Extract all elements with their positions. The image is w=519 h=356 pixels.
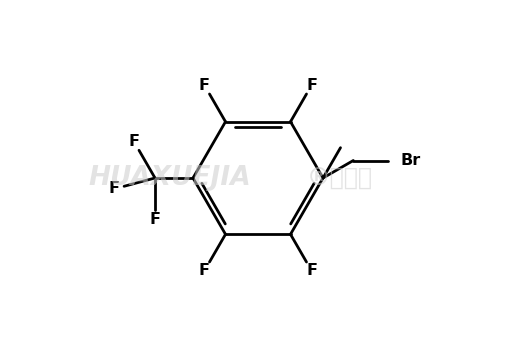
Text: F: F [199,263,210,278]
Text: F: F [199,78,210,93]
Text: F: F [306,78,317,93]
Text: F: F [109,181,120,197]
Text: ®化学加: ®化学加 [307,166,373,190]
Text: F: F [306,263,317,278]
Text: HUAXUEJIA: HUAXUEJIA [89,165,251,191]
Text: Br: Br [400,153,420,168]
Text: F: F [129,134,140,149]
Text: F: F [149,213,160,227]
